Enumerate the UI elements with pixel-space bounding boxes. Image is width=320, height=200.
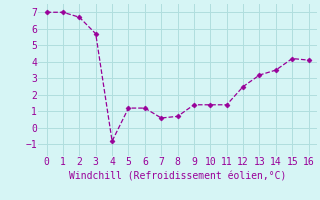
X-axis label: Windchill (Refroidissement éolien,°C): Windchill (Refroidissement éolien,°C) xyxy=(69,172,286,182)
